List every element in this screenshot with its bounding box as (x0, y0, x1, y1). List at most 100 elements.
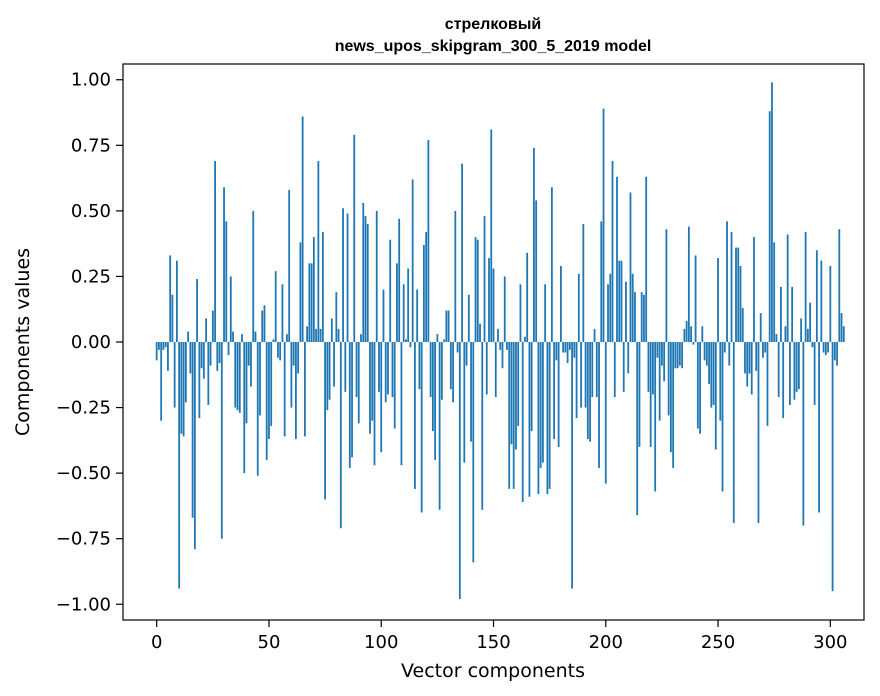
bar-92 (362, 203, 365, 342)
bar-212 (631, 273, 634, 342)
bar-89 (355, 342, 358, 398)
bar-297 (822, 342, 825, 353)
bar-78 (330, 318, 333, 342)
bar-38 (241, 334, 243, 342)
bar-25 (211, 310, 214, 342)
bar-56 (281, 284, 284, 342)
bar-161 (517, 342, 520, 426)
bar-4 (164, 342, 167, 348)
bar-23 (207, 342, 210, 405)
bar-153 (499, 342, 502, 350)
bar-186 (573, 342, 576, 358)
bar-63 (297, 342, 300, 374)
bar-129 (445, 310, 448, 342)
bar-293 (813, 342, 816, 405)
x-tick-label: 0 (151, 632, 162, 653)
bar-249 (714, 342, 717, 450)
bar-33 (229, 276, 232, 342)
bar-81 (337, 328, 340, 342)
bar-170 (537, 342, 540, 495)
bar-163 (521, 342, 524, 502)
bar-93 (364, 216, 367, 342)
bar-214 (636, 342, 639, 516)
bar-222 (654, 342, 657, 492)
chart-title: стрелковый news_upos_skipgram_300_5_2019… (335, 16, 652, 55)
bar-234 (681, 342, 684, 369)
bar-94 (366, 223, 369, 342)
bar-87 (351, 342, 353, 458)
chart-title-line-2: news_upos_skipgram_300_5_2019 model (335, 38, 652, 55)
bar-285 (795, 342, 798, 392)
bar-65 (301, 116, 304, 342)
bar-199 (602, 108, 605, 342)
bar-100 (380, 342, 383, 453)
bar-266 (753, 237, 755, 342)
bar-119 (422, 244, 425, 342)
bar-104 (389, 239, 392, 342)
bar-13 (184, 342, 187, 403)
bar-261 (741, 307, 744, 342)
bar-69 (310, 263, 313, 342)
bar-196 (595, 342, 598, 398)
bar-171 (539, 342, 542, 468)
bar-180 (559, 265, 562, 342)
bar-152 (497, 328, 499, 342)
bar-125 (436, 334, 439, 342)
bar-183 (566, 342, 569, 363)
bar-283 (791, 286, 794, 342)
bar-213 (634, 292, 636, 342)
bar-281 (786, 234, 789, 342)
bar-227 (665, 229, 668, 342)
bar-181 (562, 342, 565, 353)
bar-83 (342, 208, 344, 342)
bar-105 (391, 342, 394, 398)
bar-218 (645, 176, 648, 342)
bar-58 (286, 334, 288, 342)
bar-194 (591, 342, 594, 398)
bar-50 (268, 342, 270, 440)
bar-70 (312, 237, 315, 342)
bar-248 (712, 342, 715, 405)
bar-34 (232, 331, 234, 342)
bar-182 (564, 342, 567, 353)
y-tick-label: −0.75 (56, 529, 111, 550)
bar-284 (793, 342, 796, 400)
bar-162 (519, 284, 522, 342)
bar-226 (663, 342, 666, 382)
bar-52 (272, 339, 275, 342)
bar-272 (766, 342, 769, 426)
bar-205 (616, 176, 618, 342)
bar-0 (155, 342, 158, 361)
bar-286 (797, 342, 800, 390)
bar-185 (571, 342, 573, 589)
bar-243 (701, 326, 704, 342)
bar-99 (378, 342, 380, 392)
bar-230 (672, 342, 675, 468)
bar-98 (375, 210, 378, 342)
bar-189 (580, 342, 582, 408)
bar-144 (479, 323, 481, 342)
bar-45 (256, 342, 259, 476)
bar-299 (827, 342, 829, 353)
bar-256 (730, 231, 733, 342)
bar-290 (806, 328, 809, 342)
bar-102 (384, 342, 387, 403)
bar-263 (746, 342, 749, 387)
bar-259 (737, 247, 740, 342)
x-axis-label: Vector components (401, 660, 585, 682)
bar-115 (414, 342, 416, 489)
bar-289 (804, 231, 807, 342)
bar-192 (586, 342, 589, 440)
bar-36 (236, 342, 239, 411)
y-tick-label: 1.00 (71, 70, 111, 91)
bar-155 (503, 276, 506, 342)
bar-30 (223, 187, 225, 342)
bar-97 (373, 342, 376, 466)
bar-10 (178, 342, 181, 589)
bar-12 (182, 342, 185, 437)
bar-17 (193, 342, 196, 550)
bar-48 (263, 305, 266, 342)
y-tick-label: 0.75 (71, 135, 111, 156)
bar-79 (333, 342, 335, 387)
bar-137 (463, 342, 466, 463)
